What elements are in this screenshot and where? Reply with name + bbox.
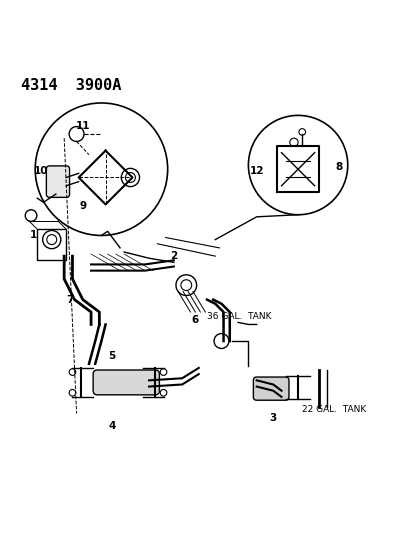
Text: 22 GAL.  TANK: 22 GAL. TANK (301, 405, 366, 414)
Text: 5: 5 (108, 351, 115, 360)
Text: 8: 8 (335, 162, 342, 172)
Text: 12: 12 (249, 166, 263, 176)
FancyBboxPatch shape (46, 166, 69, 197)
FancyBboxPatch shape (253, 377, 288, 400)
FancyBboxPatch shape (93, 370, 159, 395)
Text: 3: 3 (269, 413, 276, 423)
Text: 10: 10 (34, 166, 49, 176)
Text: 4: 4 (108, 421, 115, 431)
Text: 36 GAL.  TANK: 36 GAL. TANK (206, 312, 271, 321)
Text: 1: 1 (29, 230, 37, 240)
Text: 6: 6 (190, 316, 198, 325)
Text: 7: 7 (66, 295, 74, 305)
Text: 4314  3900A: 4314 3900A (21, 78, 121, 93)
Text: 9: 9 (79, 201, 86, 212)
Bar (37, 229, 66, 260)
Text: 2: 2 (170, 251, 177, 261)
Text: 11: 11 (75, 121, 90, 131)
